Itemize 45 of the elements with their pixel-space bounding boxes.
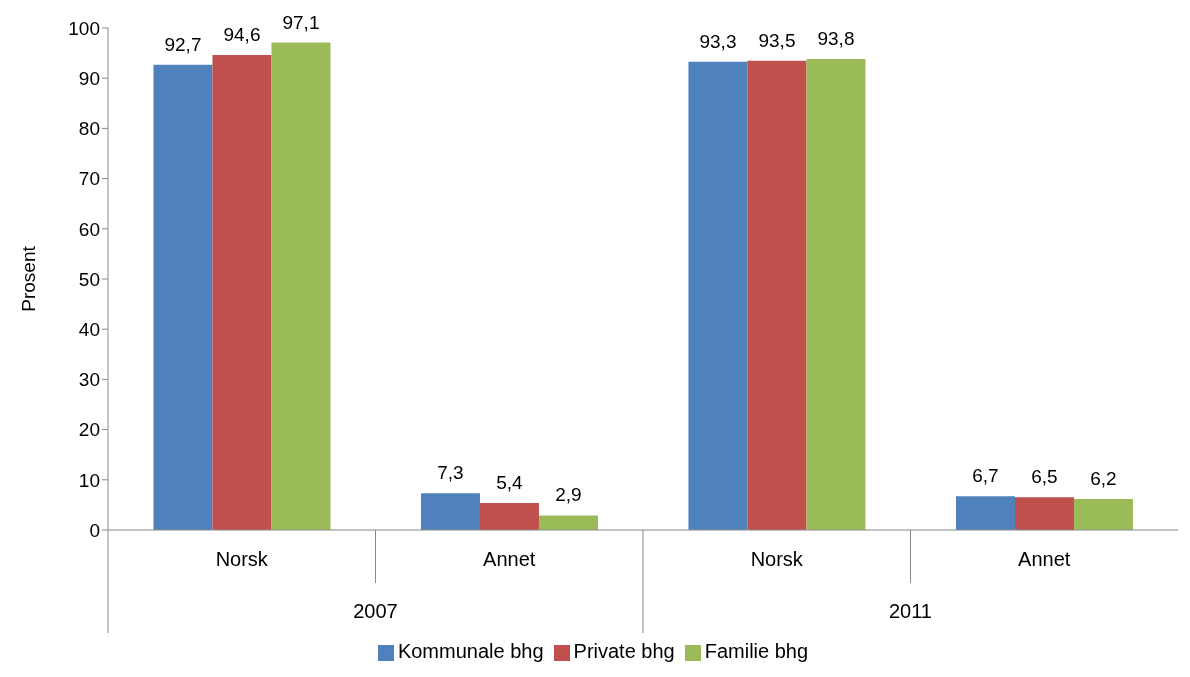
text: 2011 (888, 600, 933, 622)
y-tick-label: 10 (78, 469, 100, 491)
data-label: 7,3 (437, 462, 464, 484)
bar (271, 42, 331, 530)
x-tick-label: Norsk (215, 548, 269, 570)
data-label: 6,2 (1090, 467, 1117, 489)
data-label: 97,1 (282, 11, 320, 33)
y-tick-label: 50 (78, 268, 100, 290)
y-tick-label: 70 (78, 168, 100, 190)
data-label: 6,5 (1031, 466, 1058, 488)
bar (955, 496, 1015, 530)
bar (806, 59, 866, 530)
data-label: 93,3 (699, 30, 737, 52)
data-label: 2,9 (555, 484, 582, 506)
y-tick-label: 0 (89, 519, 100, 541)
bar (153, 64, 213, 530)
x-tick-label: Norsk (750, 548, 804, 570)
bar (1014, 497, 1074, 530)
legend-label: Kommunale bhg (397, 640, 544, 662)
x-tick-label: Annet (483, 548, 536, 570)
y-tick-label: 40 (78, 318, 100, 340)
bar (420, 493, 480, 530)
bar (212, 55, 272, 530)
data-label: 93,8 (817, 28, 855, 50)
bar (479, 502, 539, 530)
data-label: 6,7 (972, 465, 999, 487)
y-tick-label: 90 (78, 67, 100, 89)
y-tick-label: 60 (78, 218, 100, 240)
data-label: 5,4 (496, 471, 524, 493)
legend-label: Familie bhg (704, 640, 809, 662)
text: 2007 (353, 600, 398, 622)
y-tick-label: 100 (68, 17, 100, 39)
x-tick-label: Annet (1018, 548, 1071, 570)
data-label: 94,6 (223, 24, 261, 46)
y-tick-label: 30 (78, 369, 100, 391)
bar (688, 61, 748, 530)
y-tick-label: 80 (78, 118, 100, 140)
bar (747, 60, 807, 530)
data-label: 93,5 (758, 29, 796, 51)
data-label: 92,7 (164, 33, 202, 55)
y-tick-label: 20 (78, 419, 100, 441)
bar (538, 515, 598, 530)
bar (1073, 498, 1133, 530)
legend-label: Private bhg (573, 640, 675, 662)
y-axis-title: Prosent (17, 245, 39, 312)
